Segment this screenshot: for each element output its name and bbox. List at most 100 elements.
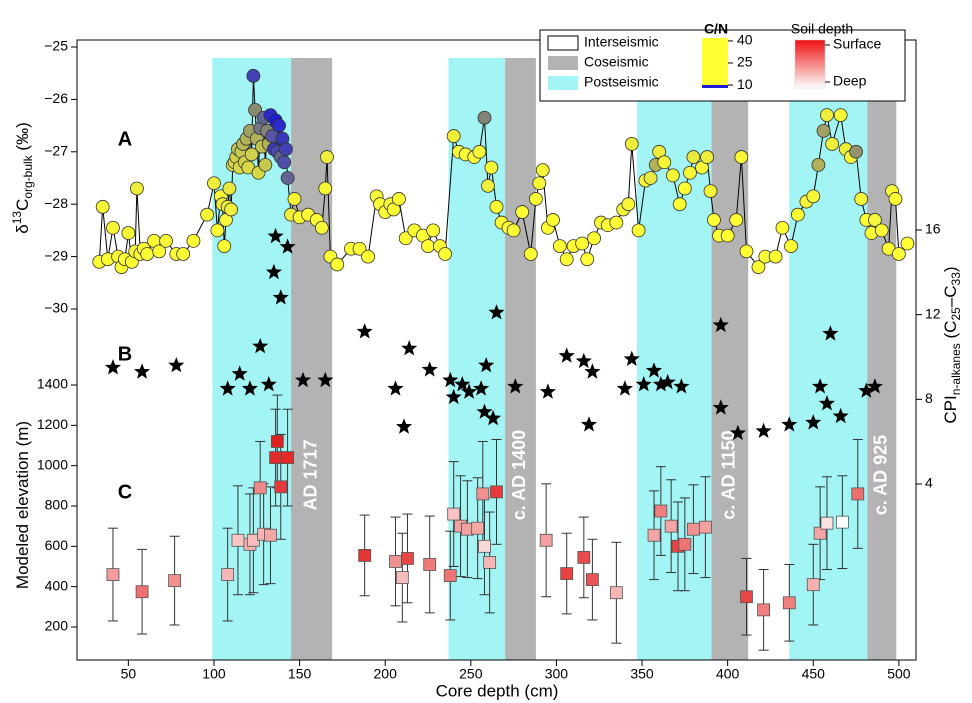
data-point <box>140 247 155 261</box>
data-star <box>652 376 669 392</box>
y-axis-label-part: 33 <box>949 272 963 286</box>
data-star <box>260 376 277 392</box>
data-point <box>330 257 345 272</box>
colorbar-tick-label: 10 <box>737 76 753 92</box>
data-square <box>609 586 623 600</box>
data-point <box>392 192 406 206</box>
data-square <box>560 567 574 580</box>
colorbar-title: Soil depth <box>791 21 853 37</box>
data-point <box>528 192 543 206</box>
data-point <box>806 189 821 204</box>
data-star <box>781 416 798 432</box>
data-star <box>387 380 404 396</box>
data-point <box>210 223 225 238</box>
data-point <box>677 181 692 196</box>
data-point <box>784 239 798 254</box>
data-point <box>398 231 413 246</box>
data-square <box>395 571 409 584</box>
data-star <box>558 347 575 363</box>
data-star <box>272 289 289 305</box>
data-star <box>575 352 592 369</box>
y-tick-label: 800 <box>45 497 69 513</box>
y-tick-label: 12 <box>925 305 941 321</box>
data-point <box>477 110 492 125</box>
x-axis-label: Core depth (cm) <box>436 681 559 700</box>
data-star <box>645 362 663 378</box>
data-square <box>757 603 771 617</box>
x-tick-label: 100 <box>202 666 226 682</box>
data-point <box>559 252 574 267</box>
x-tick-label: 250 <box>459 666 483 682</box>
data-point <box>224 202 239 217</box>
data-star <box>445 388 462 405</box>
data-square <box>698 520 712 534</box>
data-point <box>816 123 831 138</box>
x-tick-label: 50 <box>121 666 137 682</box>
event-label: c. AD 1400 <box>509 430 529 520</box>
data-square <box>264 528 277 542</box>
data-square <box>270 435 284 448</box>
data-point <box>535 163 550 178</box>
data-star <box>712 399 729 415</box>
period-band <box>711 58 749 660</box>
data-square <box>647 528 661 542</box>
x-tick-label: 300 <box>545 666 569 682</box>
x-tick-label: 350 <box>630 666 654 682</box>
data-square <box>423 558 437 571</box>
data-point <box>683 165 697 180</box>
data-star <box>866 378 883 394</box>
data-square <box>231 533 245 547</box>
data-square <box>490 485 503 499</box>
data-point <box>484 160 499 175</box>
data-point <box>631 223 646 238</box>
y-tick-label: 1000 <box>37 456 68 472</box>
legend-label: Postseismic <box>584 74 659 90</box>
y-tick-label: 8 <box>925 390 933 406</box>
data-square <box>577 551 591 564</box>
data-star <box>473 380 490 396</box>
period-band <box>291 58 333 660</box>
data-point <box>207 176 221 191</box>
data-point <box>672 197 687 212</box>
data-star <box>805 414 822 430</box>
y-axis-label-part: (‰) <box>13 122 32 155</box>
panel-letter: C <box>118 481 132 503</box>
period-band <box>636 58 712 660</box>
period-band <box>867 58 897 660</box>
data-star <box>317 371 334 388</box>
data-square <box>168 574 181 588</box>
data-point <box>352 241 367 256</box>
data-square <box>678 537 692 551</box>
data-star <box>134 363 151 379</box>
y-axis-label-part: CPI <box>941 395 960 423</box>
data-square <box>478 539 491 553</box>
colorbar <box>794 39 826 89</box>
y-axis-label-part: 25 <box>949 307 963 321</box>
data-point <box>720 228 735 243</box>
data-star <box>168 357 185 373</box>
data-point <box>868 213 882 227</box>
data-star <box>616 380 633 396</box>
event-label: c. AD 1150 <box>719 430 739 519</box>
data-point <box>244 147 259 162</box>
data-square <box>654 504 668 518</box>
data-point <box>751 260 766 274</box>
data-square <box>687 522 700 536</box>
data-point <box>217 239 232 254</box>
colorbar <box>702 38 728 88</box>
colorbar-tick-label: 40 <box>737 32 753 48</box>
data-point <box>621 197 636 212</box>
data-star <box>673 378 690 394</box>
y-tick-label: 16 <box>925 221 941 237</box>
data-square <box>281 451 295 465</box>
y-axis-label: CPIn-alkanes (C25–C33) <box>941 266 963 423</box>
data-point <box>361 249 375 264</box>
data-star <box>635 376 652 392</box>
data-point <box>587 231 601 246</box>
data-square <box>782 596 796 610</box>
y-axis-label: Modeled elevation (m) <box>13 421 32 589</box>
data-point <box>854 192 869 206</box>
data-point <box>700 150 715 164</box>
data-point <box>775 220 790 235</box>
data-square <box>806 578 820 592</box>
